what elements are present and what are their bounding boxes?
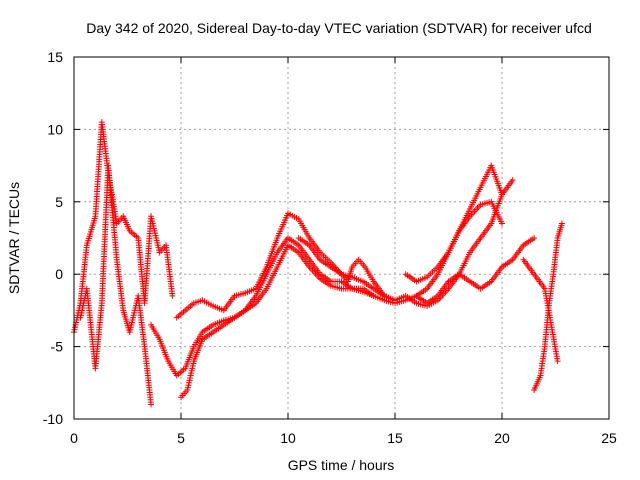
y-tick-label: 15	[47, 49, 63, 65]
y-tick-label: 5	[55, 194, 63, 210]
data-points	[71, 119, 565, 408]
x-tick-label: 20	[494, 430, 510, 446]
data-point	[148, 401, 155, 408]
data-point	[509, 177, 516, 184]
y-tick-label: -5	[51, 339, 64, 355]
x-tick-label: 5	[177, 430, 185, 446]
x-tick-label: 10	[280, 430, 296, 446]
data-point	[531, 235, 538, 241]
data-point	[554, 358, 561, 365]
x-tick-label: 0	[70, 430, 78, 446]
axis-ticks: 0 5 10 15 20 25 -10 -5 0 5 10 15	[43, 49, 617, 446]
y-tick-label: 10	[47, 121, 63, 137]
plot-frame	[73, 56, 610, 420]
x-axis-label: GPS time / hours	[288, 457, 395, 473]
y-axis-label: SDTVAR / TECUs	[6, 182, 22, 294]
data-point	[499, 220, 505, 227]
data-point	[169, 292, 176, 299]
y-tick-label: 0	[55, 266, 63, 282]
x-tick-label: 15	[387, 430, 403, 446]
data-point	[370, 292, 377, 299]
grid	[74, 57, 609, 419]
data-point	[499, 191, 505, 198]
chart-title: Day 342 of 2020, Sidereal Day-to-day VTE…	[86, 20, 592, 36]
data-point	[558, 220, 565, 227]
y-tick-label: -10	[43, 411, 63, 427]
x-tick-label: 25	[601, 430, 617, 446]
